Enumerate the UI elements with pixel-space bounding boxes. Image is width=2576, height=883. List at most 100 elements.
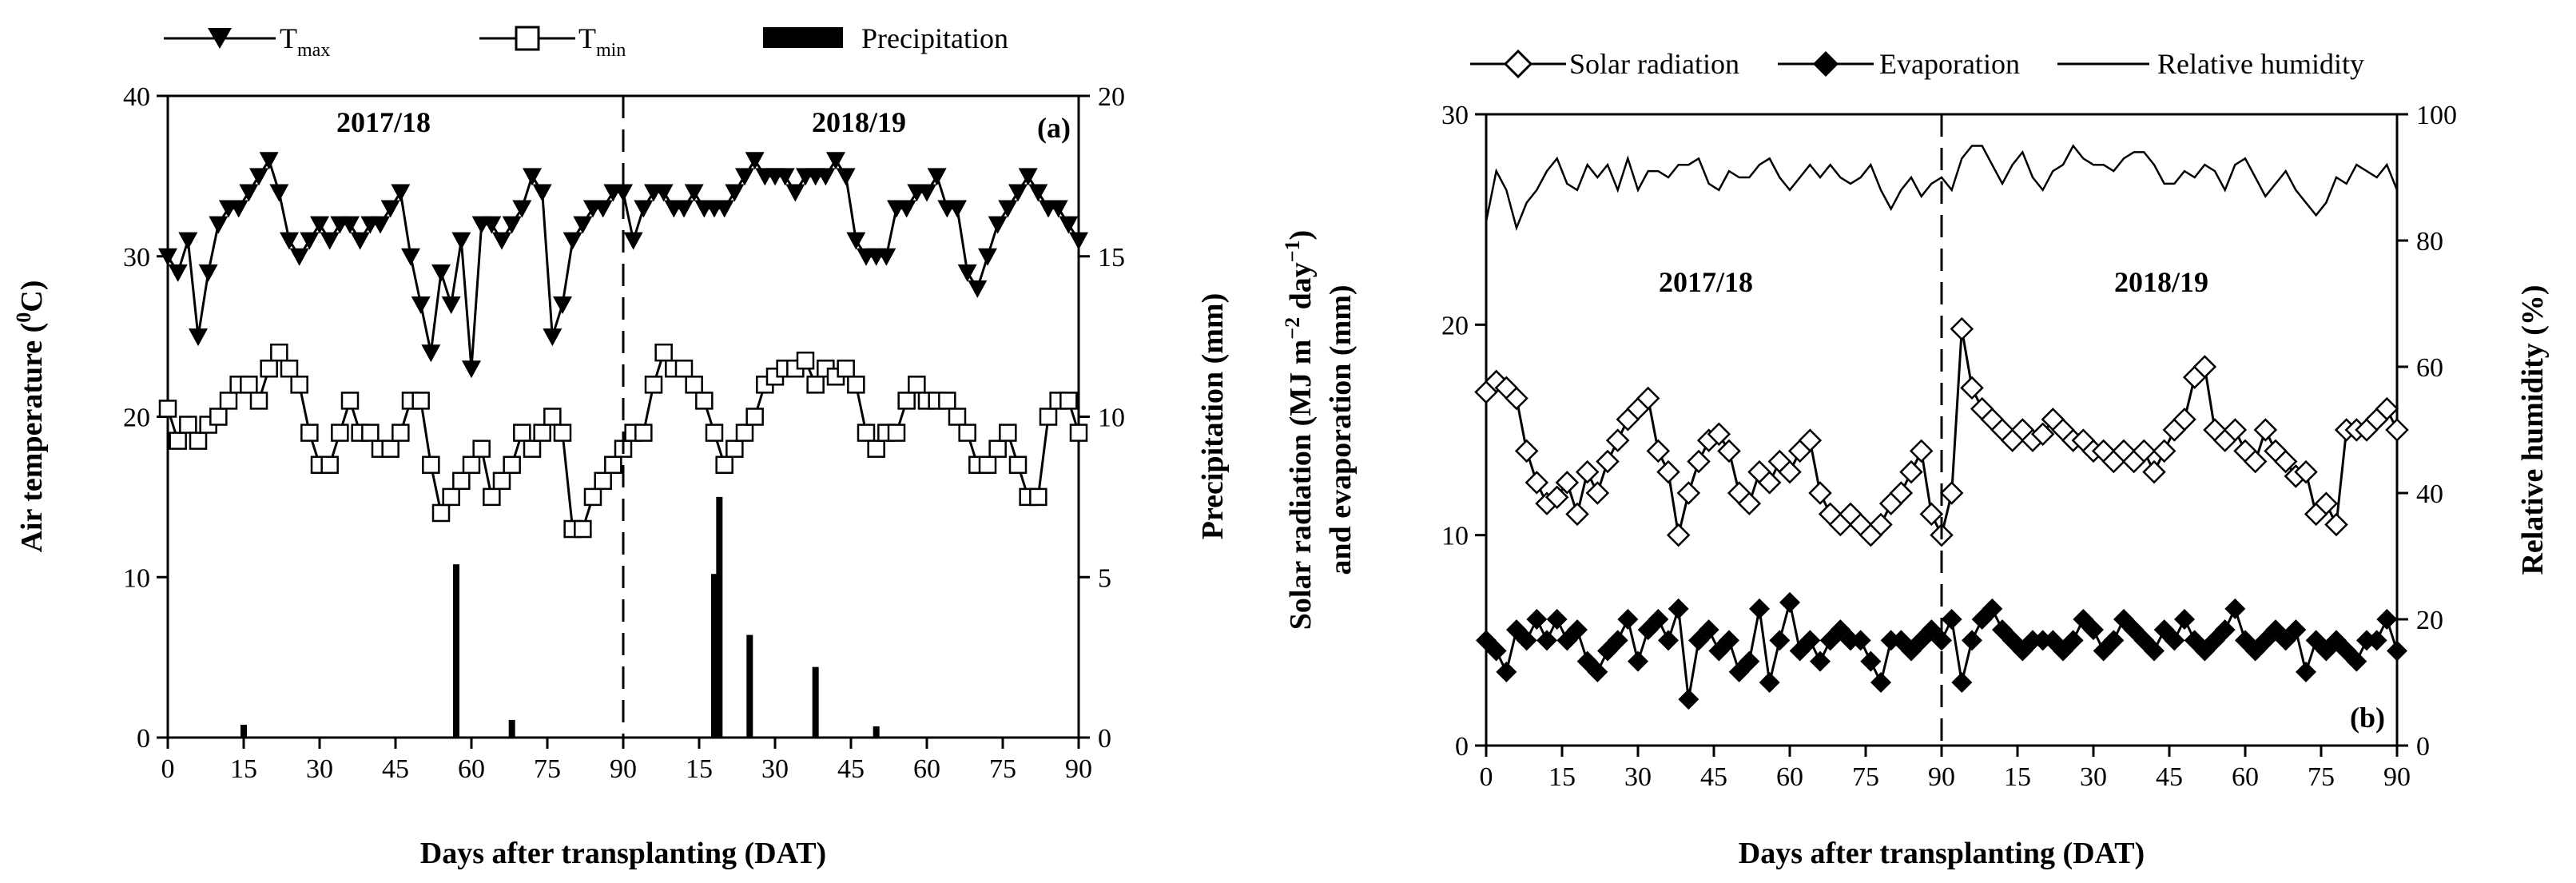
solar-point xyxy=(2324,512,2348,537)
tmax-point xyxy=(745,152,765,170)
evap-point xyxy=(1648,609,1669,630)
legend-precip-label: Precipitation xyxy=(861,22,1008,54)
y2-tick-label: 60 xyxy=(2416,353,2443,383)
legend-b: Solar radiation Evaporation Relative hum… xyxy=(1470,48,2364,80)
y-tick-label: 0 xyxy=(1455,732,1469,762)
x-tick-label: 45 xyxy=(382,754,409,784)
solar-point xyxy=(1869,512,1893,537)
evap-point xyxy=(2062,630,2084,651)
solar-point xyxy=(1899,459,1923,484)
tmin-point xyxy=(320,455,339,474)
evap-point xyxy=(1982,598,2003,619)
tmin-point xyxy=(543,408,562,426)
y2-tick-label: 10 xyxy=(1098,404,1125,433)
evap-point xyxy=(1779,591,1800,613)
tmin-point xyxy=(533,424,551,442)
tmax-point xyxy=(421,344,441,363)
solar-point xyxy=(1707,422,1731,447)
evap-point xyxy=(1951,672,1973,693)
solar-point xyxy=(1960,376,1984,400)
y-tick-label: 30 xyxy=(123,243,150,272)
tmax-point xyxy=(380,200,400,218)
precip-bar xyxy=(453,564,459,738)
y-tick-label: 10 xyxy=(1441,522,1469,551)
y-axis-title-a: Air temperature (0C) xyxy=(12,280,49,553)
tmax-point xyxy=(451,232,471,250)
tmin-point xyxy=(179,416,197,434)
evap-point xyxy=(2387,640,2407,662)
tmax-point xyxy=(340,216,360,234)
x-tick-label: 90 xyxy=(1065,754,1092,784)
tmin-point xyxy=(806,376,825,394)
evap-point xyxy=(1739,650,1760,672)
solar-point xyxy=(1596,449,1620,474)
evap-point xyxy=(1769,630,1791,651)
solar-point xyxy=(2253,418,2278,442)
tmax-point xyxy=(674,200,694,218)
tmin-point xyxy=(705,424,724,442)
tmin-point xyxy=(695,392,714,410)
precip-bar xyxy=(746,634,753,738)
tmin-point xyxy=(674,360,694,378)
tmax-point xyxy=(229,200,248,218)
y-tick-label: 20 xyxy=(123,404,150,433)
solar-point xyxy=(1656,459,1680,484)
x-tick-label: 60 xyxy=(458,754,485,784)
tmin-point xyxy=(249,392,268,410)
tmax-point xyxy=(573,216,593,234)
evap-point xyxy=(1628,650,1648,672)
evap-point xyxy=(1870,672,1891,693)
tmax-point xyxy=(978,248,997,266)
y2-tick-label: 15 xyxy=(1098,243,1125,272)
tmin-point xyxy=(644,376,663,394)
evap-point xyxy=(2285,619,2307,641)
evap-point xyxy=(1749,598,1770,619)
tmax-point xyxy=(300,232,320,250)
tmax-point xyxy=(401,248,420,266)
y-axis-title-b-line2: and evaporation (mm) xyxy=(1324,284,1358,575)
evap-point xyxy=(2346,650,2367,672)
precip-bar xyxy=(873,726,880,738)
evap-point xyxy=(1607,630,1628,651)
x-tick-label: 75 xyxy=(1852,762,1879,792)
solar-point xyxy=(2152,439,2176,463)
evap-point xyxy=(1759,672,1780,693)
tmax-point xyxy=(1048,200,1068,218)
tmin-point xyxy=(837,360,855,378)
tmin-point xyxy=(847,376,865,394)
tmax-point xyxy=(614,184,633,202)
tmax-point xyxy=(785,184,805,202)
evap-point xyxy=(1678,689,1699,710)
solar-point xyxy=(1778,459,1802,484)
x-tick-label: 30 xyxy=(306,754,333,784)
tmax-point xyxy=(280,232,299,250)
tmax-point xyxy=(563,232,582,250)
evap-point xyxy=(1719,630,1739,651)
tmax-point xyxy=(249,168,268,186)
evap-point xyxy=(1962,630,1982,651)
tmin-point xyxy=(483,487,501,507)
tmin-point xyxy=(1069,424,1088,442)
tmin-point xyxy=(857,424,876,442)
x-tick-label: 15 xyxy=(686,754,713,784)
x-tick-label: 75 xyxy=(534,754,561,784)
tmin-point xyxy=(978,455,997,474)
tmin-point xyxy=(685,376,703,394)
evap-point xyxy=(2366,630,2387,651)
precip-bar xyxy=(241,724,247,738)
tmax-point xyxy=(735,168,754,186)
tmax-point xyxy=(684,184,704,202)
precip-bar xyxy=(508,719,515,738)
tmax-point xyxy=(846,232,866,250)
tmax-point xyxy=(269,184,289,202)
y2-axis-title-a: Precipitation (mm) xyxy=(1196,293,1230,540)
x-tick-label: 90 xyxy=(2383,762,2411,792)
panel-a: Tmax Tmin Precipitation 0 10 20 30 40 0 5 10 15… xyxy=(12,22,1230,870)
season-label-2017-18-b: 2017/18 xyxy=(1659,266,1753,298)
tmin-point xyxy=(654,343,673,362)
legend-evap-label: Evaporation xyxy=(1879,48,2020,80)
legend-tmax-label: Tmax xyxy=(280,22,330,61)
tmax-point xyxy=(411,296,431,314)
solar-point xyxy=(2294,459,2318,484)
solar-point xyxy=(1505,386,1529,411)
